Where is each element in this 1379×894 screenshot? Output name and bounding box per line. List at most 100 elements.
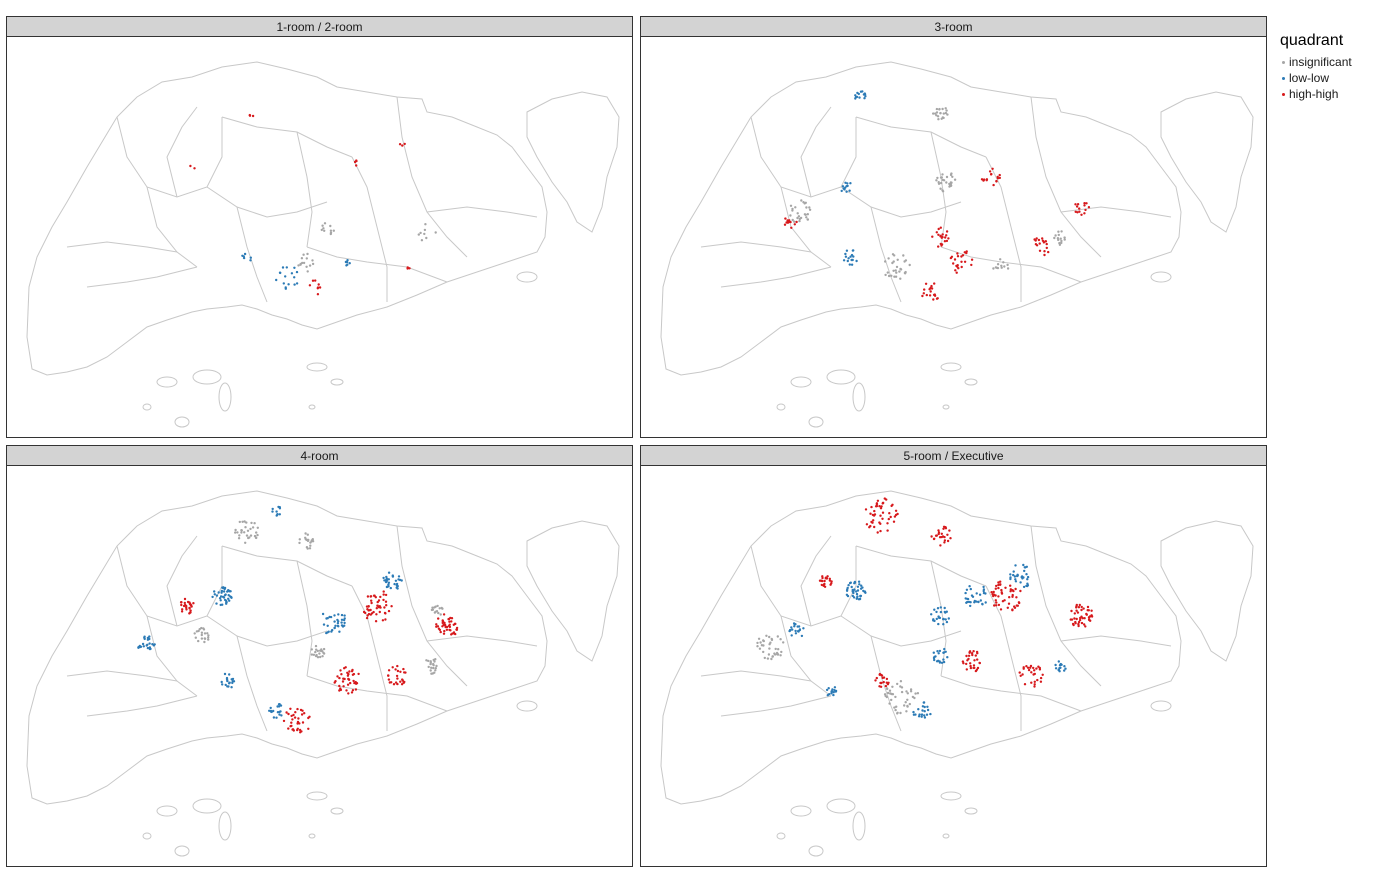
point-low-low: [1064, 667, 1067, 670]
point-high-high: [879, 507, 883, 510]
point-insignificant: [793, 220, 796, 223]
point-high-high: [396, 669, 400, 673]
point-high-high: [399, 670, 402, 673]
point-insignificant: [323, 229, 326, 232]
point-high-high: [960, 265, 963, 269]
point-high-high: [400, 683, 404, 686]
point-low-low: [964, 591, 967, 595]
point-high-high: [1014, 587, 1017, 591]
point-low-low: [1022, 576, 1025, 579]
point-low-low: [249, 259, 252, 262]
point-insignificant: [992, 267, 995, 270]
point-high-high: [345, 689, 348, 692]
point-insignificant: [306, 538, 309, 542]
point-high-high: [387, 678, 391, 681]
point-high-high: [1035, 237, 1038, 240]
point-high-high: [785, 221, 788, 224]
point-high-high: [939, 242, 942, 246]
point-low-low: [923, 710, 926, 713]
point-low-low: [937, 652, 940, 655]
point-insignificant: [425, 236, 428, 240]
point-high-high: [443, 629, 446, 633]
point-insignificant: [256, 533, 259, 537]
point-high-high: [354, 680, 357, 684]
point-high-high: [953, 258, 957, 261]
point-high-high: [940, 535, 943, 539]
point-insignificant: [780, 650, 783, 654]
point-low-low: [842, 259, 846, 262]
point-low-low: [943, 606, 946, 610]
point-high-high: [998, 176, 1001, 180]
point-insignificant: [903, 704, 906, 707]
point-low-low: [153, 643, 156, 646]
point-insignificant: [429, 660, 432, 663]
point-low-low: [1013, 575, 1017, 578]
point-high-high: [1083, 212, 1086, 215]
point-low-low: [933, 658, 936, 662]
point-insignificant: [798, 219, 801, 223]
point-high-high: [333, 681, 336, 684]
point-low-low: [921, 709, 924, 712]
point-insignificant: [762, 644, 765, 647]
point-insignificant: [234, 528, 237, 532]
point-low-low: [945, 620, 949, 624]
point-insignificant: [951, 175, 954, 178]
point-high-high: [1080, 213, 1083, 216]
point-high-high: [387, 669, 391, 672]
point-insignificant: [756, 641, 759, 645]
point-low-low: [230, 595, 233, 599]
point-high-high: [188, 601, 191, 604]
point-high-high: [318, 286, 322, 289]
point-insignificant: [200, 631, 204, 634]
point-insignificant: [895, 265, 899, 269]
point-insignificant: [250, 521, 253, 525]
point-high-high: [1015, 596, 1018, 599]
point-high-high: [889, 515, 892, 519]
point-low-low: [788, 628, 792, 632]
point-insignificant: [253, 522, 256, 525]
point-high-high: [292, 713, 295, 717]
point-low-low: [830, 690, 833, 693]
point-high-high: [887, 681, 890, 684]
point-high-high: [1029, 664, 1033, 668]
map-5room-executive: [660, 490, 1254, 857]
point-high-high: [379, 595, 382, 599]
point-insignificant: [905, 690, 908, 693]
point-low-low: [1026, 584, 1029, 588]
point-insignificant: [896, 258, 899, 261]
point-high-high: [282, 719, 286, 723]
facet-panel-3: 4-room: [6, 445, 633, 867]
point-low-low: [276, 705, 279, 708]
point-high-high: [1009, 588, 1012, 591]
point-insignificant: [1002, 261, 1005, 264]
point-low-low: [215, 602, 218, 605]
point-low-low: [920, 715, 923, 718]
point-low-low: [939, 606, 942, 609]
point-low-low: [268, 709, 271, 712]
point-high-high: [336, 675, 339, 678]
point-high-high: [954, 269, 957, 272]
facet-title: 5-room / Executive: [641, 446, 1266, 466]
point-low-low: [912, 713, 916, 716]
point-insignificant: [1053, 236, 1056, 240]
point-high-high: [1039, 680, 1043, 683]
point-high-high: [1083, 623, 1086, 626]
point-insignificant: [432, 664, 435, 667]
point-low-low: [925, 713, 929, 716]
point-high-high: [997, 586, 1000, 590]
point-high-high: [390, 605, 393, 608]
point-low-low: [796, 630, 800, 633]
point-high-high: [382, 590, 385, 593]
point-high-high: [287, 727, 290, 730]
point-low-low: [932, 651, 935, 654]
point-insignificant: [768, 635, 771, 639]
point-low-low: [981, 603, 984, 606]
point-insignificant: [434, 231, 437, 234]
point-insignificant: [899, 680, 903, 683]
point-insignificant: [892, 269, 895, 272]
point-high-high: [937, 233, 940, 236]
point-high-high: [387, 609, 391, 613]
point-insignificant: [246, 529, 250, 532]
point-high-high: [944, 527, 948, 530]
point-low-low: [219, 599, 222, 602]
